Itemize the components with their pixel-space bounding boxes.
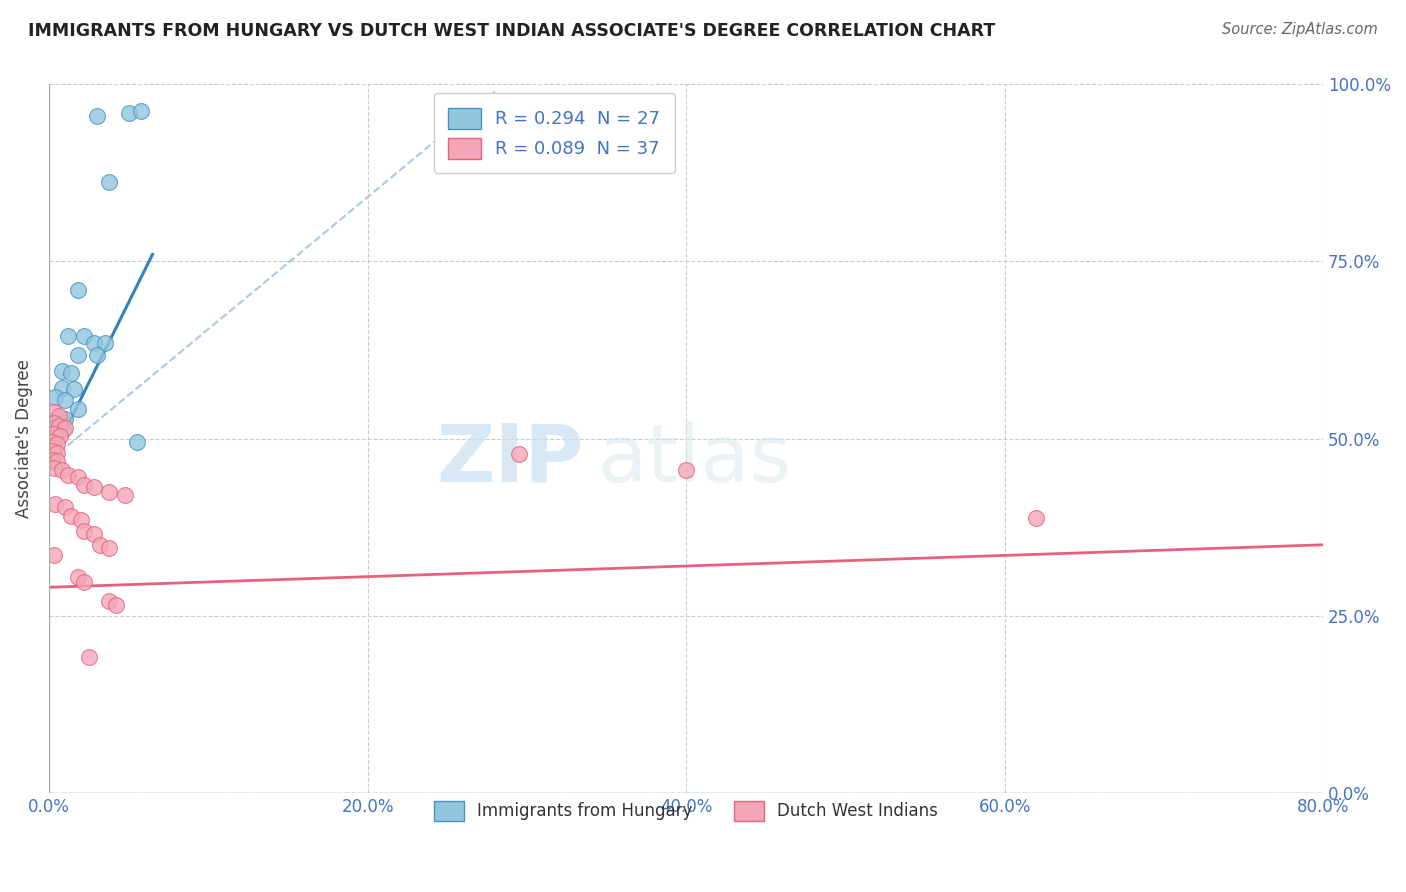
Point (42, 446, 65, 460)
Point (98, 175, 121, 189)
Point (83, 480, 105, 494)
Point (41, 435, 63, 450)
Point (98, 484, 121, 499)
Text: ZIP: ZIP (437, 421, 583, 499)
Point (51, 364, 73, 378)
Point (51, 463, 73, 477)
Point (60, 367, 83, 381)
Point (41, 452, 63, 467)
Point (66, 470, 89, 484)
Point (44, 432, 66, 446)
Point (44, 391, 66, 405)
Point (63, 382, 86, 396)
Point (53, 392, 76, 407)
Point (48, 409, 70, 423)
Point (45, 454, 67, 468)
Text: IMMIGRANTS FROM HUNGARY VS DUTCH WEST INDIAN ASSOCIATE'S DEGREE CORRELATION CHAR: IMMIGRANTS FROM HUNGARY VS DUTCH WEST IN… (28, 22, 995, 40)
Point (131, 104, 153, 119)
Point (42, 549, 65, 563)
Point (1025, 511, 1047, 525)
Point (48, 418, 70, 433)
Point (98, 541, 121, 556)
Point (66, 401, 89, 416)
Point (675, 463, 697, 477)
Point (73, 574, 96, 589)
Point (56, 468, 79, 483)
Point (73, 329, 96, 343)
Y-axis label: Associate's Degree: Associate's Degree (15, 359, 32, 518)
Point (98, 594, 121, 608)
Point (83, 527, 105, 541)
Text: atlas: atlas (598, 421, 792, 499)
Point (42, 427, 65, 442)
Point (66, 283, 89, 297)
Point (56, 329, 79, 343)
Point (73, 477, 96, 491)
Point (69, 513, 91, 527)
Point (41, 439, 63, 453)
Point (86, 348, 108, 362)
Point (52, 423, 75, 437)
Point (42, 404, 65, 418)
Point (77, 649, 100, 664)
Point (45, 437, 67, 451)
Point (53, 500, 76, 514)
Point (104, 598, 127, 612)
Point (125, 435, 148, 450)
Point (86, 109, 108, 123)
Point (42, 416, 65, 430)
Point (117, 105, 139, 120)
Point (51, 380, 73, 394)
Point (41, 444, 63, 458)
Text: Source: ZipAtlas.com: Source: ZipAtlas.com (1222, 22, 1378, 37)
Point (42, 461, 65, 475)
Point (44, 421, 66, 435)
Point (508, 447, 530, 461)
Point (114, 488, 136, 502)
Point (89, 538, 111, 552)
Point (66, 569, 89, 583)
Point (49, 428, 72, 442)
Legend: Immigrants from Hungary, Dutch West Indians: Immigrants from Hungary, Dutch West Indi… (420, 788, 952, 834)
Point (44, 497, 66, 511)
Point (60, 509, 83, 524)
Point (53, 412, 76, 426)
Point (83, 335, 105, 350)
Point (66, 348, 89, 362)
Point (53, 421, 76, 435)
Point (73, 524, 96, 538)
Point (45, 446, 67, 460)
Point (41, 454, 63, 468)
Point (45, 411, 67, 425)
Point (93, 335, 115, 350)
